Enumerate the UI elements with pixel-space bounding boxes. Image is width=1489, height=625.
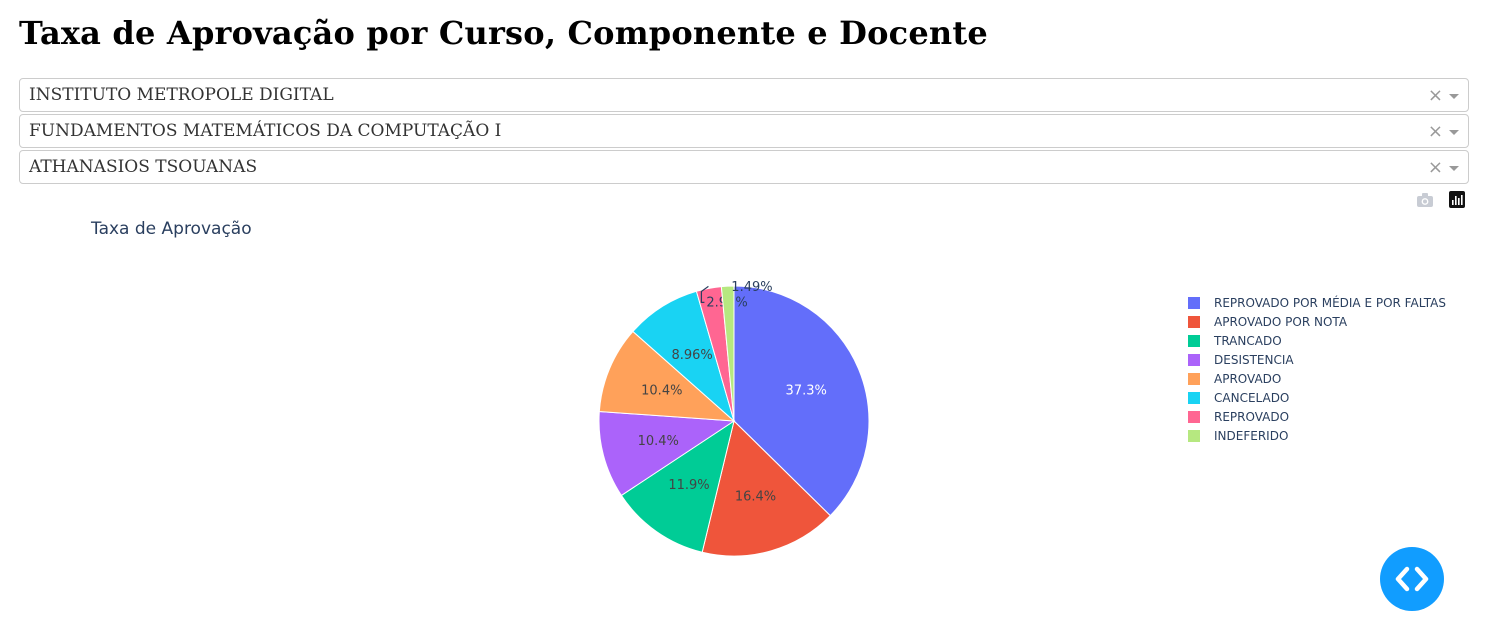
- legend-label: INDEFERIDO: [1214, 429, 1288, 443]
- legend-label: REPROVADO POR MÉDIA E POR FALTAS: [1214, 296, 1446, 310]
- slice-label: 8.96%: [671, 348, 712, 363]
- legend-item[interactable]: REPROVADO POR MÉDIA E POR FALTAS: [1188, 293, 1446, 312]
- legend-item[interactable]: CANCELADO: [1188, 388, 1446, 407]
- legend-item[interactable]: APROVADO POR NOTA: [1188, 312, 1446, 331]
- legend-swatch: [1188, 335, 1200, 347]
- legend-label: DESISTENCIA: [1214, 353, 1294, 367]
- slice-label: 10.4%: [638, 434, 679, 449]
- legend-label: TRANCADO: [1214, 334, 1282, 348]
- legend-item[interactable]: APROVADO: [1188, 369, 1446, 388]
- legend-swatch: [1188, 297, 1200, 309]
- legend-label: APROVADO: [1214, 372, 1281, 386]
- legend-swatch: [1188, 316, 1200, 328]
- legend-label: CANCELADO: [1214, 391, 1289, 405]
- legend-swatch: [1188, 354, 1200, 366]
- legend-swatch: [1188, 411, 1200, 423]
- legend-item[interactable]: DESISTENCIA: [1188, 350, 1446, 369]
- slice-label: 37.3%: [786, 384, 827, 399]
- legend-item[interactable]: REPROVADO: [1188, 407, 1446, 426]
- legend-swatch: [1188, 373, 1200, 385]
- code-icon: [1380, 547, 1444, 611]
- legend-label: REPROVADO: [1214, 410, 1289, 424]
- chart-legend: REPROVADO POR MÉDIA E POR FALTAS APROVADO…: [1188, 293, 1446, 445]
- legend-item[interactable]: TRANCADO: [1188, 331, 1446, 350]
- legend-item[interactable]: INDEFERIDO: [1188, 426, 1446, 445]
- legend-swatch: [1188, 430, 1200, 442]
- slice-label: 11.9%: [668, 478, 709, 493]
- slice-label: 10.4%: [641, 384, 682, 399]
- legend-label: APROVADO POR NOTA: [1214, 315, 1347, 329]
- legend-swatch: [1188, 392, 1200, 404]
- slice-label: 16.4%: [735, 489, 776, 504]
- code-toggle-button[interactable]: [1380, 547, 1444, 611]
- slice-label: 1.49%: [731, 280, 772, 295]
